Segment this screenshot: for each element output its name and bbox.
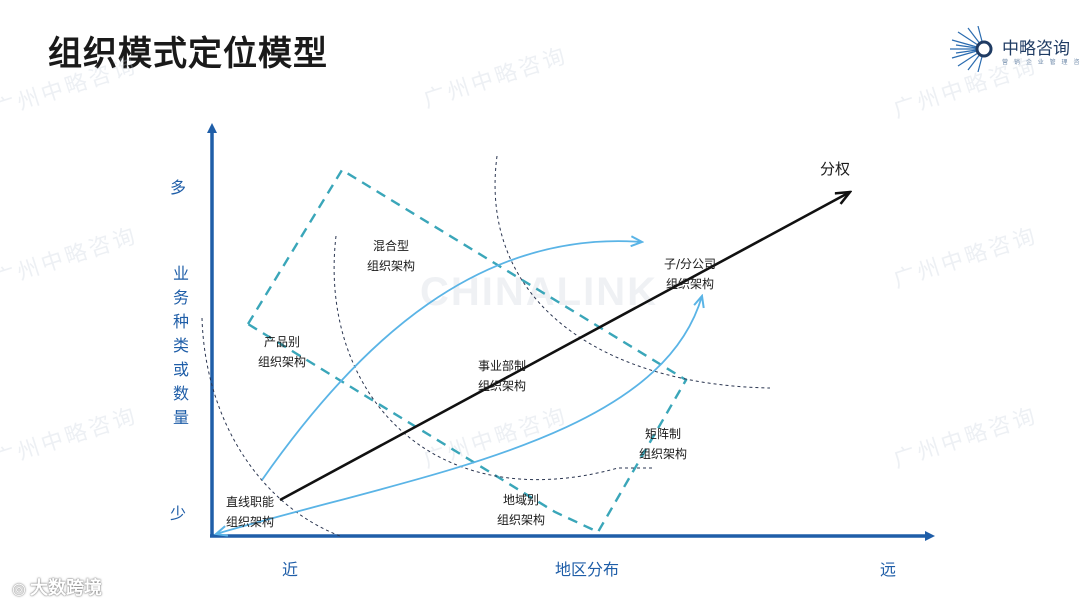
node-division-type: 组织架构 (478, 379, 527, 393)
x-axis-near-label: 近 (282, 560, 299, 579)
decentralization-label: 分权 (820, 160, 851, 178)
node-regional-type: 组织架构 (497, 513, 546, 527)
node-product-type: 组织架构 (258, 355, 307, 369)
node-division: 事业部制 组织架构 (478, 356, 526, 396)
x-axis-far-label: 远 (880, 560, 897, 579)
node-matrix-type: 组织架构 (639, 447, 688, 461)
node-hybrid: 混合型 组织架构 (367, 236, 415, 276)
node-hybrid-name: 混合型 (373, 239, 410, 253)
node-matrix-name: 矩阵制 (645, 427, 682, 441)
logo-name: 中略咨询 (1002, 39, 1070, 59)
decentralization-arrow (279, 192, 850, 502)
dashed-arc-3 (494, 155, 771, 389)
node-matrix: 矩阵制 组织架构 (639, 424, 687, 464)
node-hybrid-type: 组织架构 (367, 259, 416, 273)
node-subsidiary-name: 子/分公司 (664, 257, 717, 271)
node-functional-type: 组织架构 (226, 515, 275, 529)
node-functional: 直线职能 组织架构 (226, 492, 274, 532)
company-logo: 中略咨询 营 销 企 业 管 理 咨 询 (944, 26, 1080, 72)
y-axis-low-label: 少 (170, 504, 187, 523)
footer-brand: ◎ 大数跨境 (12, 574, 102, 600)
brand-glyph-icon: ◎ (12, 579, 26, 598)
y-axis-high-label: 多 (170, 178, 187, 197)
curve-arrow-upper (261, 241, 642, 481)
node-division-name: 事业部制 (478, 359, 527, 373)
dashed-arc-1 (201, 317, 341, 537)
node-functional-name: 直线职能 (226, 495, 275, 509)
page-title: 组织模式定位模型 (48, 34, 328, 74)
node-subsidiary: 子/分公司 组织架构 (664, 254, 716, 294)
logo-tagline: 营 销 企 业 管 理 咨 询 (1002, 59, 1080, 66)
node-product-name: 产品别 (264, 335, 301, 349)
node-subsidiary-type: 组织架构 (666, 277, 715, 291)
footer-brand-text: 大数跨境 (29, 578, 102, 599)
x-axis-caption: 地区分布 (555, 560, 620, 579)
sunburst-logo-icon (950, 26, 993, 72)
node-regional: 地域别 组织架构 (497, 490, 545, 530)
node-product: 产品别 组织架构 (258, 332, 306, 372)
curve-arrow-lower (216, 296, 702, 534)
node-regional-name: 地域别 (503, 493, 540, 507)
y-axis-caption: 业务种类或数量 (172, 264, 189, 427)
dashed-boundary (246, 168, 688, 534)
